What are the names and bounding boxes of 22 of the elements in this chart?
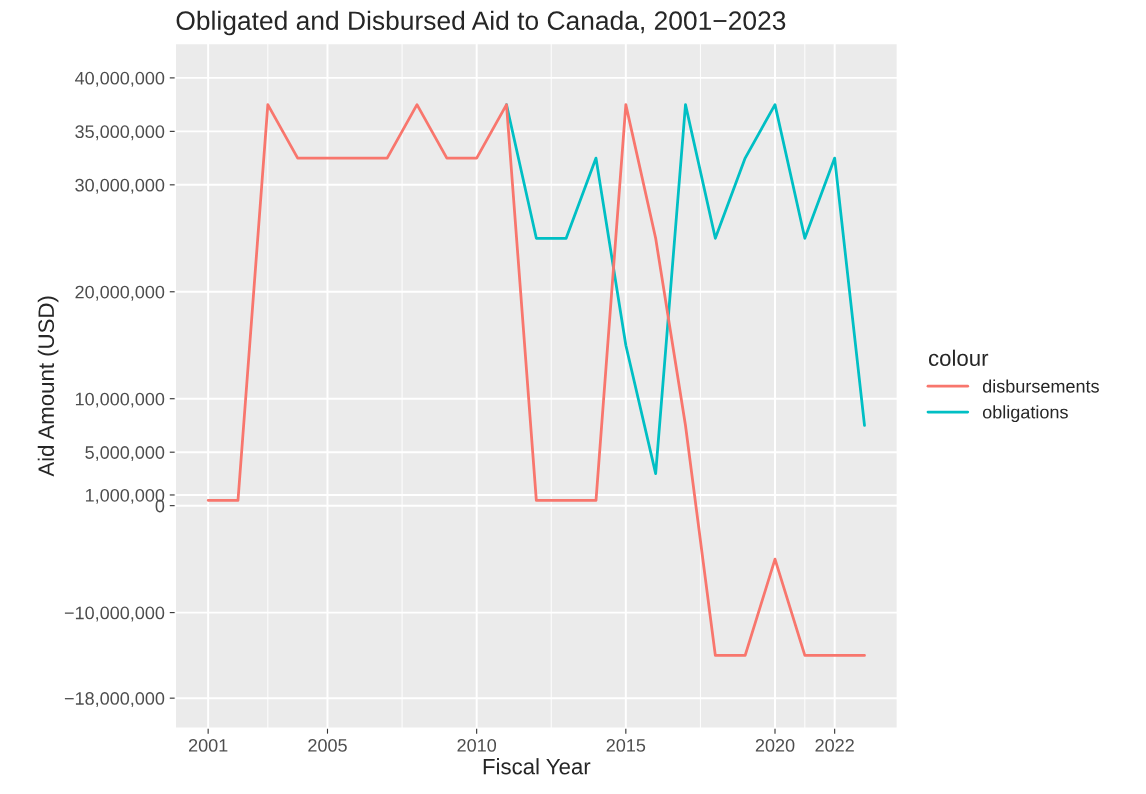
x-tick-label: 2001 — [188, 738, 228, 752]
y-tick-label: 5,000,000 — [85, 446, 165, 462]
y-tick-label: 20,000,000 — [75, 285, 165, 301]
line-series — [505, 103, 866, 475]
x-tick-label: 2022 — [815, 738, 854, 752]
x-axis-title: Fiscal Year — [483, 758, 591, 775]
legend-label: disbursements — [982, 379, 1099, 393]
y-tick-label: −18,000,000 — [64, 692, 165, 708]
x-tick-label: 2005 — [308, 738, 347, 752]
y-tick-label: 30,000,000 — [75, 178, 165, 194]
x-tick-label: 2020 — [755, 738, 795, 752]
legend-title: colour — [928, 349, 989, 366]
y-tick-label: 10,000,000 — [75, 392, 165, 408]
y-axis-title: Aid Amount (USD) — [37, 296, 59, 477]
x-tick-label: 2010 — [457, 738, 497, 752]
y-tick-label: 35,000,000 — [75, 125, 165, 141]
x-tick-label: 2015 — [606, 738, 646, 752]
chart-title: Obligated and Disbursed Aid to Canada, 2001−2023 — [176, 10, 786, 36]
legend-label: obligations — [982, 405, 1068, 423]
y-tick-label: −10,000,000 — [64, 606, 165, 622]
y-tick-label: 40,000,000 — [74, 71, 165, 87]
line-series — [206, 103, 866, 657]
